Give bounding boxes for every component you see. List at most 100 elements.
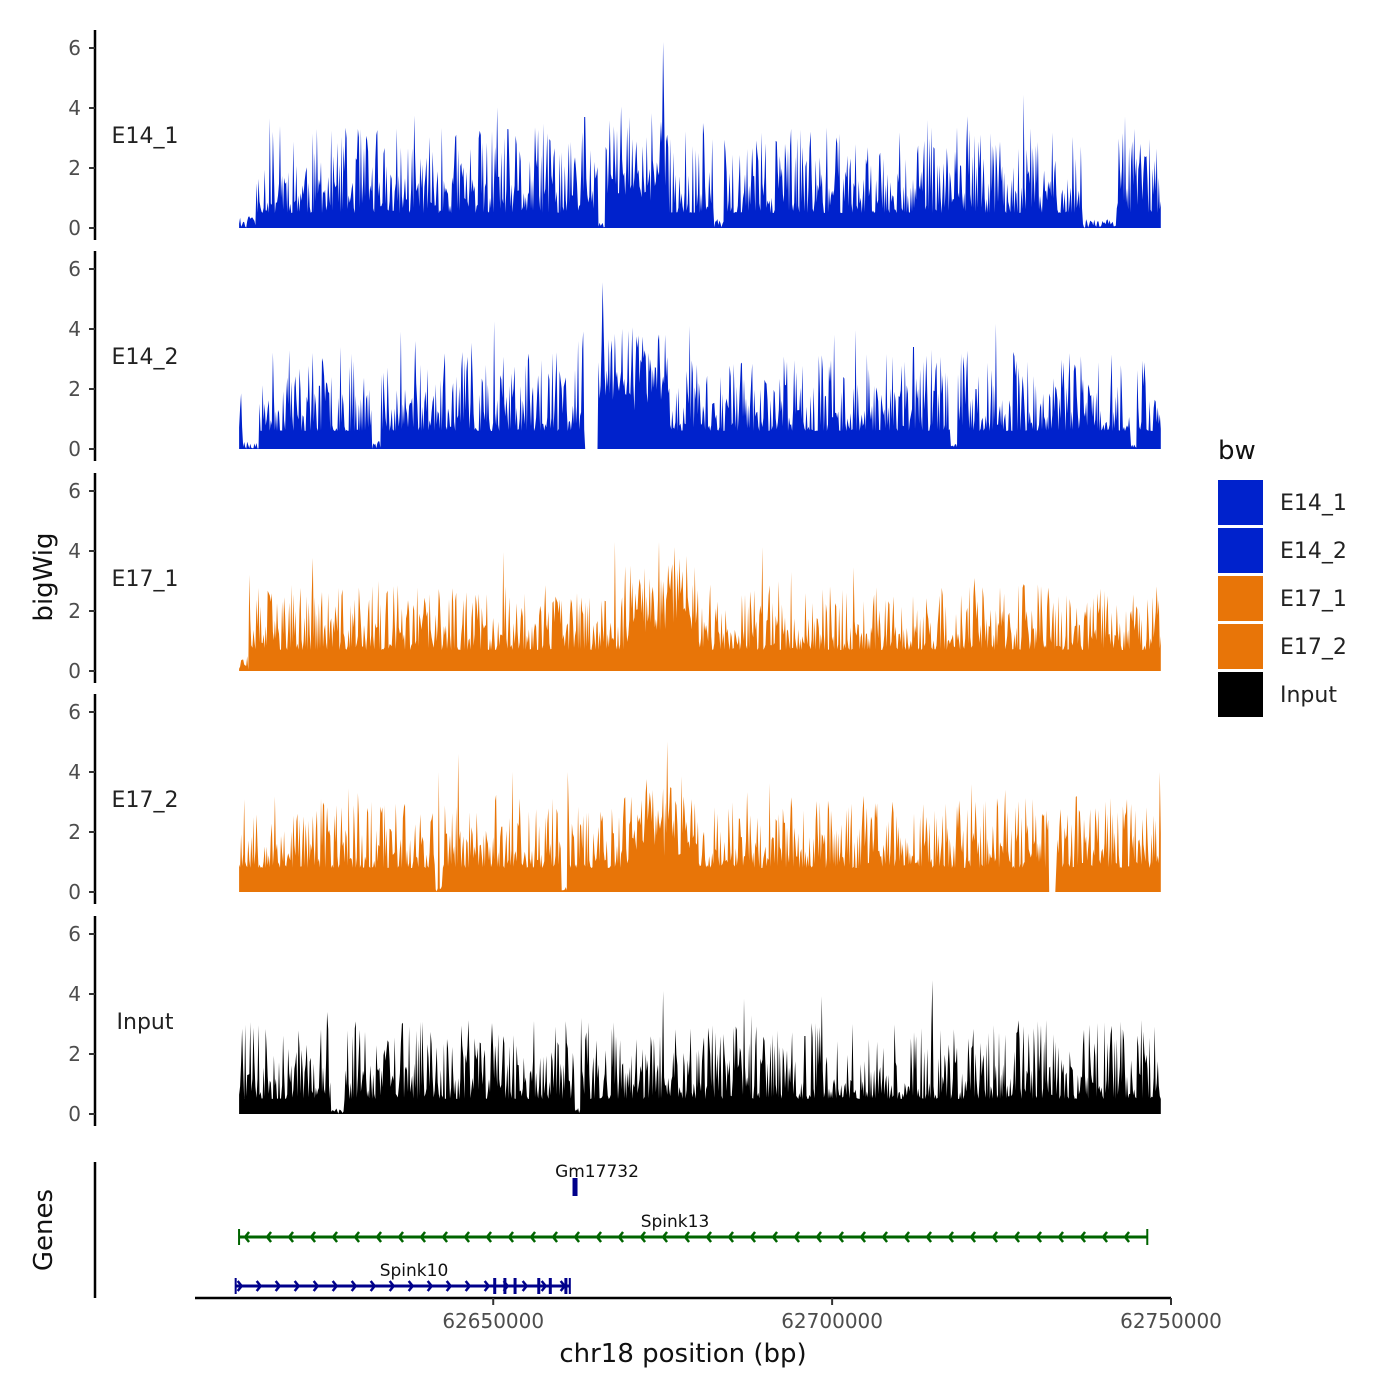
strand-arrow — [350, 1280, 358, 1292]
y-tick-label: 4 — [68, 760, 81, 784]
strand-arrow — [595, 1231, 603, 1243]
legend-label: E17_1 — [1280, 587, 1347, 612]
legend-swatch — [1218, 672, 1263, 717]
legend-swatch — [1218, 528, 1263, 573]
strand-arrow — [419, 1231, 427, 1243]
strand-arrow — [1079, 1231, 1087, 1243]
strand-arrow — [1035, 1231, 1043, 1243]
gene-label: Spink10 — [380, 1261, 449, 1281]
strand-arrow — [426, 1280, 434, 1292]
strand-arrow — [540, 1280, 548, 1292]
signal-area-E17_1 — [239, 542, 1161, 671]
y-tick-label: 4 — [68, 982, 81, 1006]
strand-arrow — [837, 1231, 845, 1243]
strand-arrow — [331, 1231, 339, 1243]
legend-swatch — [1218, 624, 1263, 669]
exon — [503, 1278, 507, 1294]
gene-models: Gm17732 Spink13 Spink10 — [234, 1162, 1149, 1294]
strand-arrow — [771, 1231, 779, 1243]
strand-arrow — [1013, 1231, 1021, 1243]
strand-arrow — [925, 1231, 933, 1243]
track-label: E17_1 — [112, 567, 179, 592]
strand-arrow — [507, 1231, 515, 1243]
x-axis-title: chr18 position (bp) — [559, 1339, 806, 1369]
strand-arrow — [683, 1231, 691, 1243]
track-E17_2: 0 2 4 6 E17_2 — [68, 694, 1161, 904]
strand-arrow — [287, 1231, 295, 1243]
legend-label: E14_1 — [1280, 491, 1347, 516]
strand-arrow — [375, 1231, 383, 1243]
strand-arrow — [236, 1280, 244, 1292]
strand-arrow — [243, 1231, 251, 1243]
legend: bw E14_1 E14_2 E17_1 E17_2 Input — [1218, 436, 1347, 717]
strand-arrow — [521, 1280, 529, 1292]
strand-arrow — [265, 1231, 273, 1243]
y-axis-title: bigWig — [29, 532, 59, 621]
y-tick-label: 2 — [68, 156, 81, 180]
y-tick-label: 6 — [68, 479, 81, 503]
strand-arrow — [903, 1231, 911, 1243]
legend-entry: E17_2 — [1218, 624, 1347, 669]
strand-arrow — [485, 1231, 493, 1243]
y-tick-label: 0 — [68, 1102, 81, 1126]
track-E14_1: 0 2 4 6 E14_1 — [68, 30, 1161, 240]
legend-swatch — [1218, 576, 1263, 621]
strand-arrow — [749, 1231, 757, 1243]
track-Input: 0 2 4 6 Input — [68, 916, 1161, 1126]
strand-arrow — [353, 1231, 361, 1243]
legend-swatch — [1218, 480, 1263, 525]
strand-arrow — [815, 1231, 823, 1243]
gene-Spink13: Spink13 — [238, 1212, 1149, 1245]
strand-arrow — [991, 1231, 999, 1243]
legend-entry: E14_1 — [1218, 480, 1347, 525]
strand-arrow — [388, 1280, 396, 1292]
strand-arrow — [947, 1231, 955, 1243]
strand-arrow — [573, 1231, 581, 1243]
strand-arrow — [309, 1231, 317, 1243]
y-tick-label: 2 — [68, 599, 81, 623]
y-tick-label: 6 — [68, 257, 81, 281]
strand-arrow — [255, 1280, 263, 1292]
x-tick-label: 62700000 — [781, 1309, 883, 1333]
gene-Gm17732: Gm17732 — [555, 1162, 639, 1196]
legend-label: E14_2 — [1280, 539, 1347, 564]
legend-label: E17_2 — [1280, 635, 1347, 660]
y-tick-label: 2 — [68, 1042, 81, 1066]
y-tick-label: 4 — [68, 317, 81, 341]
track-label: E14_1 — [112, 124, 179, 149]
y-tick-label: 6 — [68, 700, 81, 724]
strand-arrow — [441, 1231, 449, 1243]
strand-arrow — [397, 1231, 405, 1243]
x-tick-label: 62650000 — [442, 1309, 544, 1333]
strand-arrow — [859, 1231, 867, 1243]
signal-tracks: 0 2 4 6 E14_1 0 2 4 6 E14_2 0 2 4 6 E17_1 0 2 4 6 E17_2 0 2 4 6… — [68, 30, 1161, 1126]
strand-arrow — [274, 1280, 282, 1292]
gene-Spink10: Spink10 — [234, 1261, 571, 1294]
strand-arrow — [464, 1280, 472, 1292]
y-tick-label: 6 — [68, 36, 81, 60]
strand-arrow — [331, 1280, 339, 1292]
strand-arrow — [312, 1280, 320, 1292]
y-tick-label: 0 — [68, 880, 81, 904]
strand-arrow — [617, 1231, 625, 1243]
strand-arrow — [881, 1231, 889, 1243]
y-tick-label: 0 — [68, 437, 81, 461]
strand-arrow — [445, 1280, 453, 1292]
strand-arrow — [1123, 1231, 1131, 1243]
strand-arrow — [705, 1231, 713, 1243]
legend-label: Input — [1280, 683, 1337, 708]
track-label: Input — [117, 1010, 174, 1035]
strand-arrow — [661, 1231, 669, 1243]
strand-arrow — [1057, 1231, 1065, 1243]
strand-arrow — [369, 1280, 377, 1292]
gene-track: Genes Gm17732 Spink13 Spink10 — [29, 1162, 1149, 1298]
gene-label: Gm17732 — [555, 1162, 639, 1182]
y-tick-label: 2 — [68, 377, 81, 401]
track-E17_1: 0 2 4 6 E17_1 — [68, 473, 1161, 683]
y-tick-label: 4 — [68, 96, 81, 120]
signal-area-E14_2 — [239, 282, 1161, 449]
track-E14_2: 0 2 4 6 E14_2 — [68, 251, 1161, 461]
legend-entries: E14_1 E14_2 E17_1 E17_2 Input — [1218, 480, 1347, 717]
strand-arrow — [293, 1280, 301, 1292]
